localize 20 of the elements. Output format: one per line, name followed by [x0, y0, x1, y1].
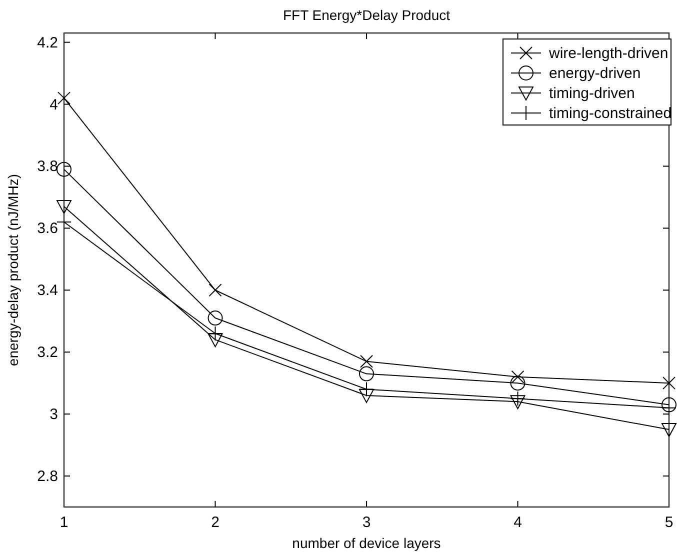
x-axis-title: number of device layers — [292, 535, 441, 551]
x-tick-label: 4 — [514, 514, 522, 531]
y-tick-label: 3.2 — [37, 344, 58, 362]
legend-label: timing-driven — [549, 85, 635, 102]
y-tick-label: 3.8 — [37, 158, 58, 176]
legend-label: wire-length-driven — [548, 45, 668, 62]
y-tick-label: 3 — [50, 406, 58, 424]
x-tick-label: 1 — [60, 514, 68, 531]
y-tick-label: 2.8 — [37, 468, 58, 486]
legend-label: timing-constrained — [549, 105, 672, 122]
x-tick-label: 2 — [211, 514, 220, 531]
x-tick-label: 3 — [362, 514, 371, 531]
y-axis-title: energy-delay product (nJ/MHz) — [5, 174, 21, 366]
y-tick-label: 4 — [50, 96, 58, 114]
y-tick-label: 3.4 — [37, 282, 58, 300]
chart-title: FFT Energy*Delay Product — [282, 7, 450, 23]
y-tick-label: 3.6 — [37, 220, 58, 238]
y-tick-label: 4.2 — [37, 34, 58, 52]
legend-label: energy-driven — [549, 65, 641, 82]
x-tick-label: 5 — [664, 514, 674, 531]
